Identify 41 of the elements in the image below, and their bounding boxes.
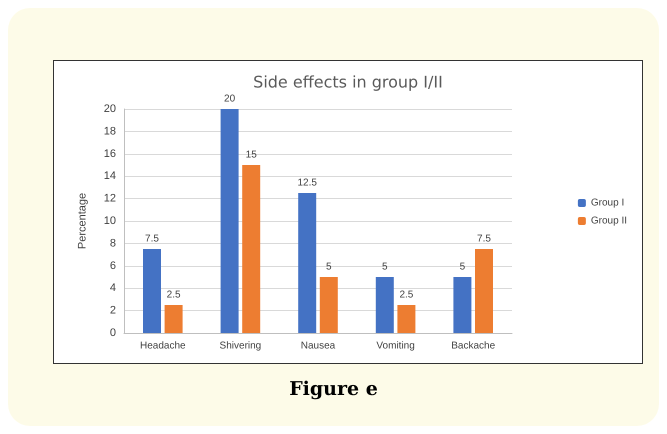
data-label: 5 [326, 262, 332, 272]
y-tick-label: 16 [104, 148, 116, 160]
text: Figure e [288, 378, 379, 400]
y-tick-label: 0 [110, 327, 116, 339]
bar [453, 277, 472, 333]
y-tick-label: 10 [104, 215, 116, 227]
y-tick-label: 8 [110, 237, 116, 250]
data-label: 15 [246, 150, 258, 160]
data-label: 7.5 [477, 234, 492, 244]
bar [475, 249, 493, 333]
y-axis-title: Percentage [76, 192, 88, 250]
data-label: 2.5 [399, 290, 414, 300]
data-label: 5 [460, 262, 466, 272]
y-tick-label: 12 [104, 192, 116, 205]
y-tick-label: 18 [104, 125, 116, 138]
y-tick-label: 20 [104, 103, 116, 115]
bar [220, 109, 239, 333]
legend-label: Group I [590, 198, 624, 208]
chart-title: Side effects in group I/II [253, 72, 443, 92]
data-label: 12.5 [297, 178, 318, 188]
x-tick-label: Vomiting [376, 340, 415, 352]
bar [298, 193, 316, 333]
data-label: 20 [224, 94, 236, 104]
bar [397, 305, 416, 333]
y-tick-label: 14 [104, 170, 116, 182]
data-label: 2.5 [166, 290, 181, 300]
y-tick-label: 4 [110, 282, 116, 294]
x-tick-label: Headache [140, 340, 186, 352]
bar [320, 277, 338, 333]
x-tick-label: Shivering [220, 340, 262, 352]
legend-label: Group II [590, 216, 628, 226]
bar [376, 277, 394, 333]
bar [143, 249, 161, 333]
bar [164, 305, 183, 333]
x-tick-label: Nausea [300, 340, 336, 352]
data-label: 5 [382, 262, 388, 272]
y-tick-label: 6 [110, 260, 116, 272]
data-label: 7.5 [145, 234, 160, 244]
x-tick-label: Backache [451, 340, 496, 352]
bar [242, 165, 260, 333]
y-tick-label: 2 [110, 304, 116, 317]
